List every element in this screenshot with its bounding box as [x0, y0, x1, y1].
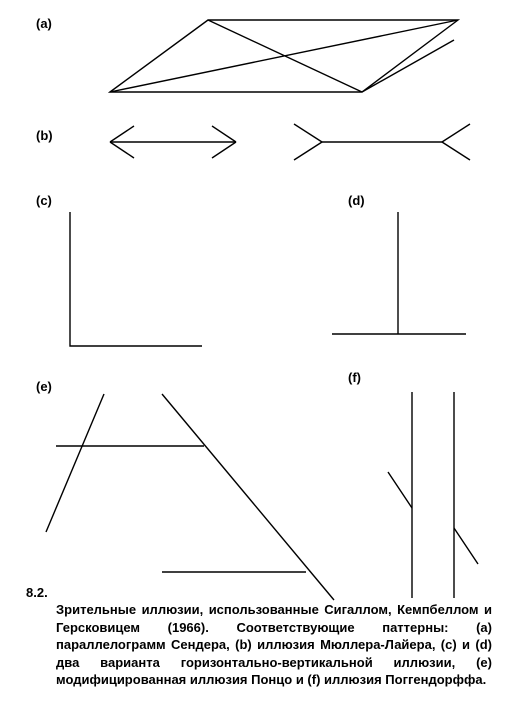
caption-text: Зрительные иллюзии, использованные Сигал…: [26, 601, 492, 689]
panel-c-hv: [52, 206, 212, 356]
panel-a-label: (a): [36, 16, 52, 31]
figure-caption: 8.2. Зрительные иллюзии, использованные …: [26, 584, 492, 689]
figure-page: { "labels": { "a": "(a)", "b": "(b)", "c…: [0, 0, 506, 717]
panel-f-label: (f): [348, 370, 361, 385]
panel-b-muller-lyer: [86, 112, 476, 172]
panel-a-sander: [86, 14, 466, 104]
panel-c-label: (c): [36, 193, 52, 208]
caption-number: 8.2.: [26, 585, 48, 600]
panel-f-poggendorff: [384, 388, 494, 608]
panel-b-label: (b): [36, 128, 53, 143]
panel-e-ponzo: [38, 386, 348, 606]
panel-d-hv: [312, 206, 482, 356]
